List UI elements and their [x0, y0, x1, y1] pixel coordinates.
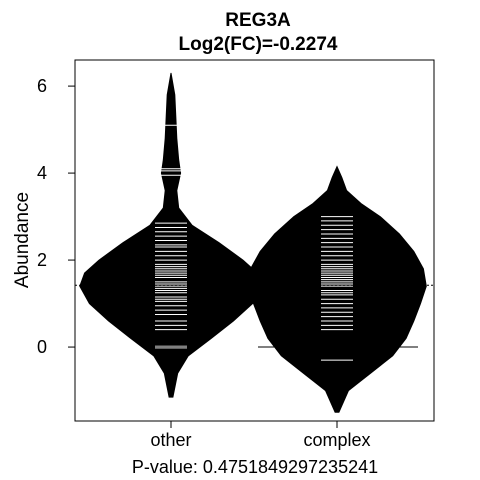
bean-complex: [247, 165, 427, 413]
plot-frame: [74, 59, 435, 422]
x-tick-label-other: other: [150, 430, 191, 450]
y-tick-label: 6: [37, 76, 47, 96]
y-tick-label: 2: [37, 250, 47, 270]
chart-subtitle: Log2(FC)=-0.2274: [179, 34, 338, 55]
y-tick-label: 4: [37, 163, 47, 183]
x-axis: other complex: [150, 421, 371, 450]
y-axis-label: Abundance: [12, 192, 33, 288]
p-value-label: P-value: 0.4751849297235241: [132, 457, 378, 477]
reference-layer: [75, 278, 434, 348]
chart-title: REG3A: [225, 10, 291, 31]
x-tick-label-complex: complex: [303, 430, 370, 450]
y-tick-label: 0: [37, 337, 47, 357]
bean-other: [79, 72, 263, 398]
bean-layer: [79, 72, 427, 413]
y-axis: 0 2 4 6: [37, 76, 75, 357]
